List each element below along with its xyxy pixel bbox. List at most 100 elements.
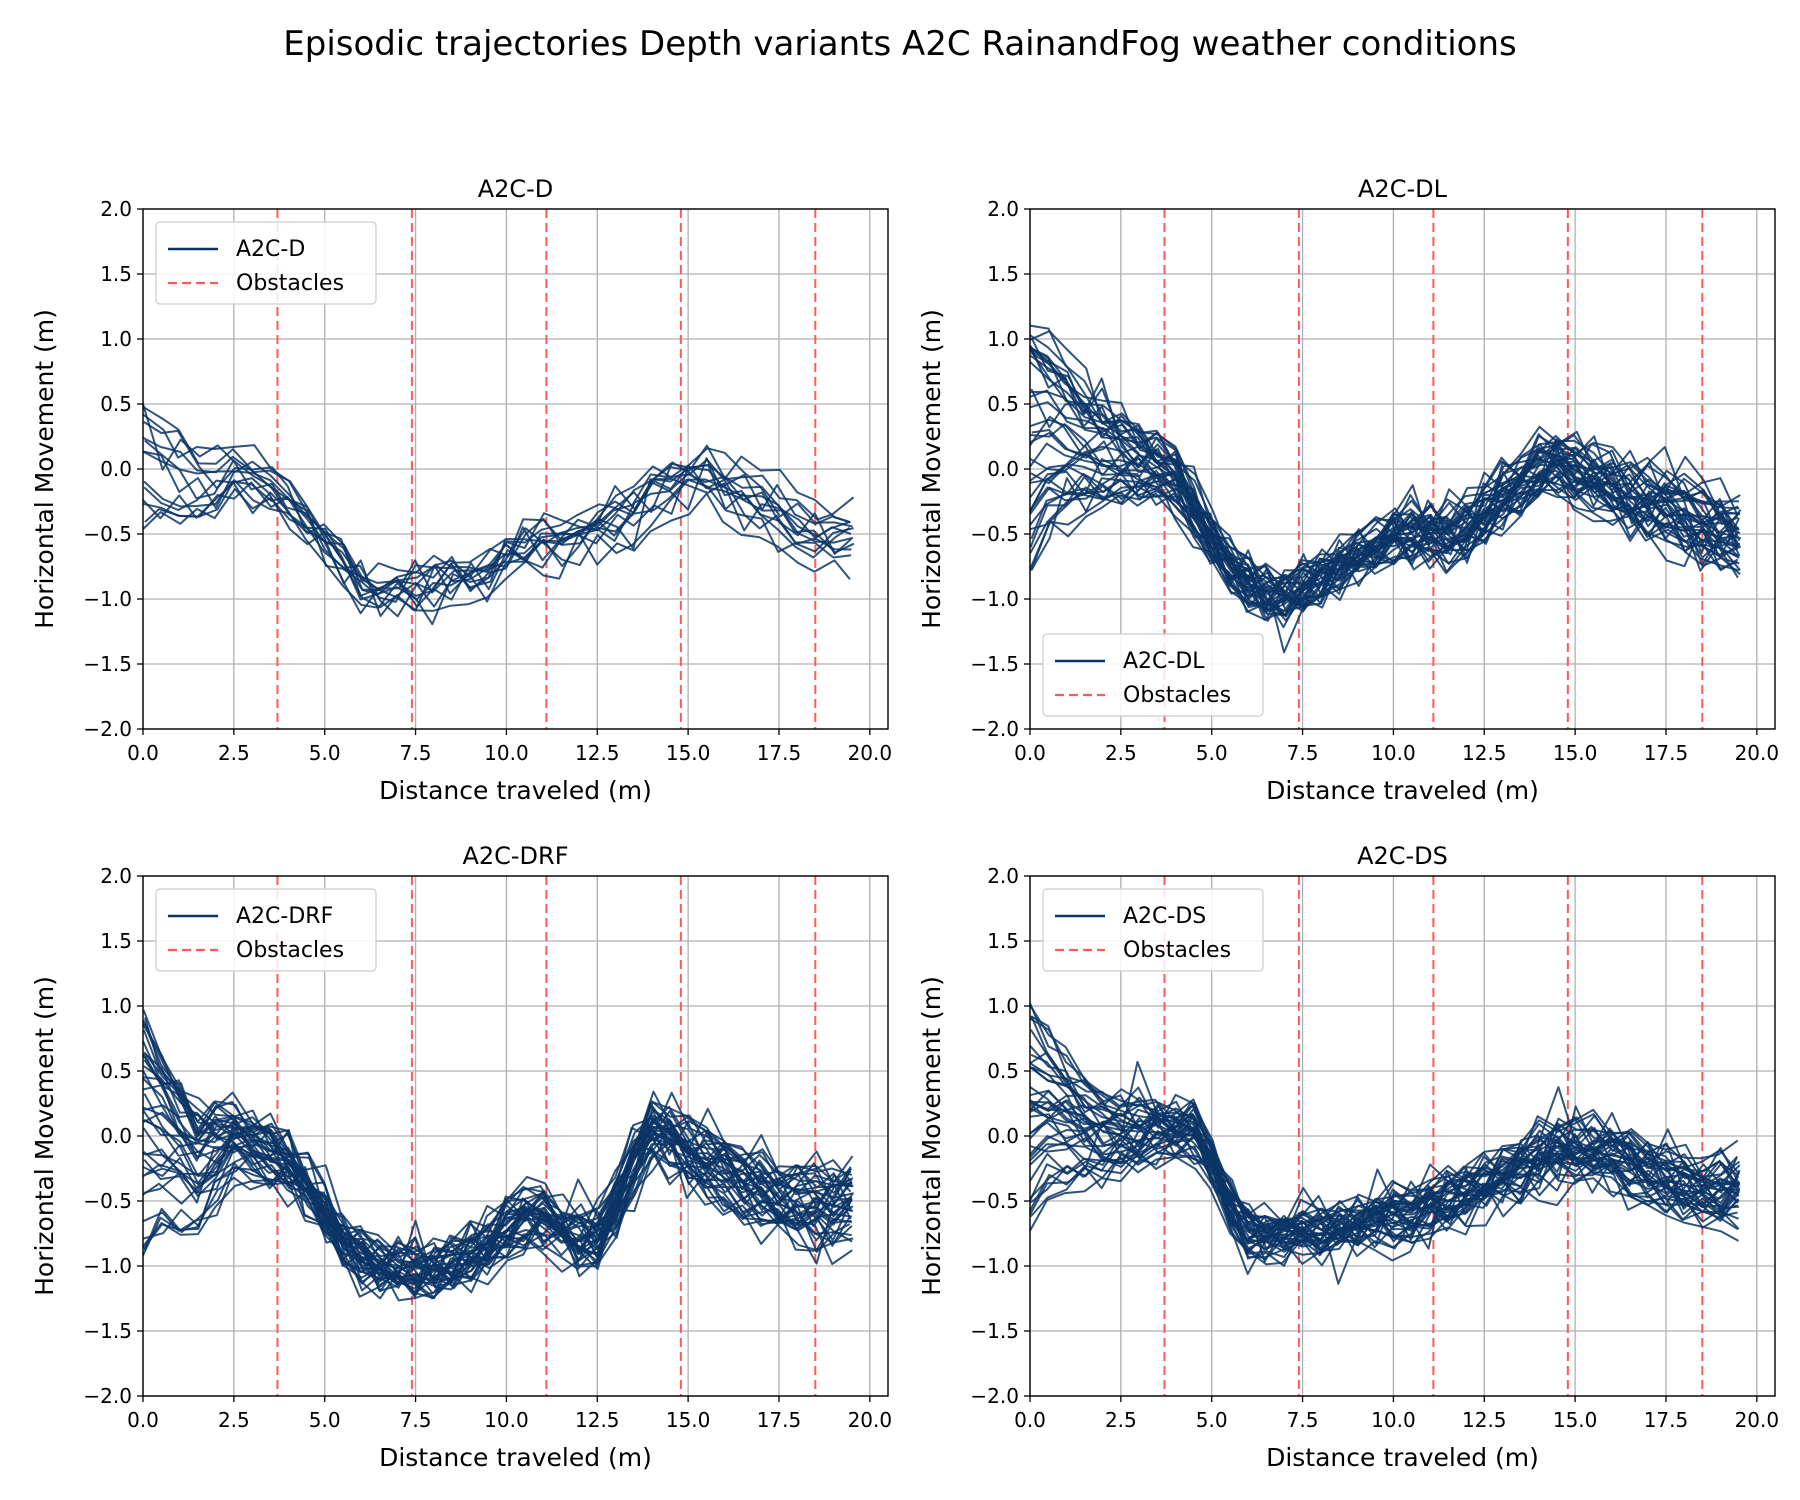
trajectory-line [1029,1155,1738,1267]
y-tick-label: 0.0 [100,457,132,481]
panel-title: A2C-DRF [462,842,568,870]
legend-entry-trajectory: A2C-D [236,237,305,262]
x-tick-label: 5.0 [1196,1408,1228,1432]
y-tick-label: 1.5 [987,929,1019,953]
y-tick-label: 0.5 [100,392,132,416]
x-tick-label: 0.0 [1014,741,1046,765]
y-tick-label: 1.5 [987,262,1019,286]
x-tick-label: 5.0 [309,741,341,765]
x-axis-label: Distance traveled (m) [379,776,652,805]
y-tick-label: −2.0 [970,717,1019,741]
y-tick-label: −0.5 [83,1189,132,1213]
y-tick-label: −1.0 [970,1254,1019,1278]
x-tick-label: 15.0 [666,1408,711,1432]
legend: A2C-DS Obstacles [1042,888,1264,972]
chart-panel-a2c-d: A2C-D Horizontal Movement (m) Distance t… [30,175,892,805]
x-tick-label: 15.0 [1553,741,1598,765]
y-tick-label: 0.0 [100,1124,132,1148]
y-tick-label: 1.0 [100,994,132,1018]
y-tick-label: −1.0 [970,587,1019,611]
trajectory-line [142,436,852,603]
axis-ticks: 0.0 2.5 5.0 7.5 10.0 12.5 15.0 17.5 20.0 2.0 1.5 1.… [83,197,892,765]
chart-panel-a2c-ds: A2C-DS Horizontal Movement (m) Distance … [917,842,1779,1472]
trajectory-line [142,477,852,609]
trajectory-line [1029,1066,1739,1245]
figure-title: Episodic trajectories Depth variants A2C… [283,24,1516,64]
trajectory-line [1029,475,1738,609]
trajectory-line [144,1091,851,1272]
x-tick-label: 2.5 [1105,1408,1137,1432]
legend: A2C-DL Obstacles [1042,633,1264,717]
y-tick-label: 2.0 [987,197,1019,221]
x-tick-label: 10.0 [484,741,529,765]
x-tick-label: 2.5 [218,741,250,765]
x-tick-label: 15.0 [1553,1408,1598,1432]
trajectory-line [1029,390,1739,617]
y-axis-label: Horizontal Movement (m) [30,976,59,1296]
y-axis-label: Horizontal Movement (m) [30,309,59,629]
trajectory-line [1029,478,1740,622]
trajectory-line [144,439,854,608]
trajectory-line [142,1076,852,1300]
y-tick-label: −2.0 [970,1384,1019,1408]
x-tick-label: 10.0 [1371,741,1416,765]
x-tick-label: 2.5 [218,1408,250,1432]
legend: A2C-D Obstacles [155,221,377,305]
trajectory-line [144,1119,853,1294]
y-tick-label: −0.5 [83,522,132,546]
y-tick-label: −1.5 [83,652,132,676]
trajectory-line [1030,352,1742,606]
axis-ticks: 0.0 2.5 5.0 7.5 10.0 12.5 15.0 17.5 20.0 2.0 1.5 1.… [970,197,1779,765]
trajectory-line [1029,1099,1740,1256]
plot-frame [142,208,889,730]
trajectory-line [1029,1117,1738,1234]
y-tick-label: 1.0 [987,327,1019,351]
x-tick-label: 7.5 [1287,1408,1319,1432]
trajectory-line [1030,1015,1739,1236]
x-tick-label: 0.0 [1014,1408,1046,1432]
trajectory-lines [142,403,855,626]
trajectory-line [1030,454,1739,604]
x-tick-label: 20.0 [848,1408,893,1432]
x-tick-label: 7.5 [400,741,432,765]
y-tick-label: 1.5 [100,929,132,953]
x-tick-label: 15.0 [666,741,711,765]
trajectory-lines [1029,1003,1741,1285]
y-tick-label: 1.0 [987,994,1019,1018]
x-tick-label: 0.0 [127,741,159,765]
plot-frame [1029,875,1776,1397]
y-tick-label: 1.5 [100,262,132,286]
x-tick-label: 7.5 [1287,741,1319,765]
x-tick-label: 12.5 [1462,741,1507,765]
x-tick-label: 12.5 [1462,1408,1507,1432]
plot-frame [1029,208,1776,730]
axis-ticks: 0.0 2.5 5.0 7.5 10.0 12.5 15.0 17.5 20.0 2.0 1.5 1.… [83,864,892,1432]
trajectory-line [142,403,854,597]
y-tick-label: −1.5 [970,652,1019,676]
legend-entry-obstacles: Obstacles [236,271,344,296]
y-tick-label: 1.0 [100,327,132,351]
x-tick-label: 2.5 [1105,741,1137,765]
x-tick-label: 5.0 [1196,741,1228,765]
y-tick-label: −1.5 [83,1319,132,1343]
x-axis-label: Distance traveled (m) [1266,1443,1539,1472]
axis-ticks: 0.0 2.5 5.0 7.5 10.0 12.5 15.0 17.5 20.0 2.0 1.5 1.… [970,864,1779,1432]
x-tick-label: 12.5 [575,1408,620,1432]
y-tick-label: −1.0 [83,587,132,611]
y-tick-label: 2.0 [100,864,132,888]
trajectory-line [1029,361,1741,611]
trajectory-line [1029,469,1737,654]
legend-entry-obstacles: Obstacles [236,938,344,963]
y-tick-label: 0.0 [987,1124,1019,1148]
trajectory-line [1031,1066,1738,1234]
trajectory-line [143,464,851,601]
panel-title: A2C-D [478,175,554,203]
x-tick-label: 7.5 [400,1408,432,1432]
trajectory-line [144,1117,852,1282]
trajectory-lines [142,1009,854,1302]
y-tick-label: 2.0 [987,864,1019,888]
y-axis-label: Horizontal Movement (m) [917,309,946,629]
x-tick-label: 12.5 [575,741,620,765]
y-tick-label: 0.5 [987,1059,1019,1083]
